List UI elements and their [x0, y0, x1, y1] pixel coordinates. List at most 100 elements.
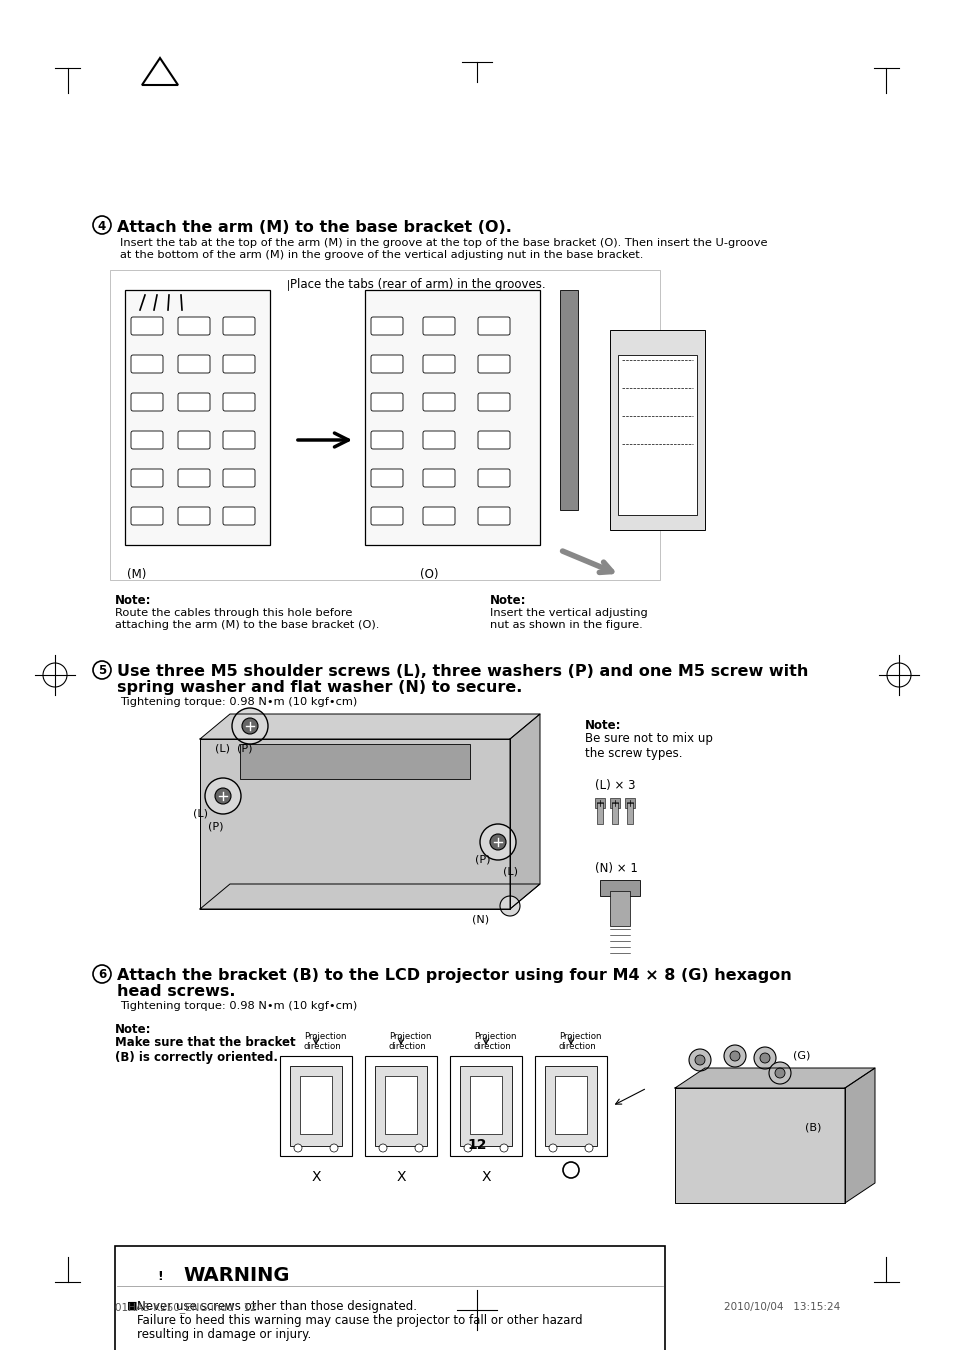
FancyBboxPatch shape: [477, 355, 510, 373]
Bar: [609, 891, 629, 926]
Polygon shape: [200, 714, 539, 738]
Circle shape: [463, 1143, 472, 1152]
Text: Route the cables through this hole before
attaching the arm (M) to the base brac: Route the cables through this hole befor…: [115, 608, 379, 629]
Text: Note:: Note:: [490, 594, 526, 608]
FancyBboxPatch shape: [422, 393, 455, 410]
Bar: [544, 1066, 597, 1146]
FancyBboxPatch shape: [371, 431, 402, 450]
Text: 01HAS-K250_ENG.indd   12: 01HAS-K250_ENG.indd 12: [115, 1301, 256, 1314]
Circle shape: [548, 1143, 557, 1152]
Text: Note:: Note:: [115, 1023, 152, 1035]
Circle shape: [499, 896, 519, 917]
FancyBboxPatch shape: [223, 431, 254, 450]
FancyBboxPatch shape: [131, 317, 163, 335]
Text: 2010/10/04   13:15:24: 2010/10/04 13:15:24: [723, 1301, 840, 1312]
Polygon shape: [510, 714, 539, 909]
FancyBboxPatch shape: [178, 431, 210, 450]
Circle shape: [294, 1143, 302, 1152]
Text: Note:: Note:: [584, 720, 620, 732]
Circle shape: [242, 718, 257, 734]
Circle shape: [688, 1049, 710, 1071]
Text: !: !: [157, 1269, 163, 1282]
Bar: [240, 744, 470, 779]
Text: Use three M5 shoulder screws (L), three washers (P) and one M5 screw with: Use three M5 shoulder screws (L), three …: [117, 664, 807, 679]
FancyBboxPatch shape: [223, 393, 254, 410]
Circle shape: [499, 1143, 507, 1152]
Bar: [375, 1066, 427, 1146]
FancyBboxPatch shape: [131, 508, 163, 525]
FancyBboxPatch shape: [477, 393, 510, 410]
FancyBboxPatch shape: [371, 355, 402, 373]
Text: resulting in damage or injury.: resulting in damage or injury.: [137, 1328, 311, 1341]
Bar: [299, 1076, 332, 1134]
Text: 12: 12: [467, 1138, 486, 1152]
Polygon shape: [844, 1068, 874, 1203]
Text: Projection
direction: Projection direction: [474, 1031, 516, 1052]
Bar: [599, 880, 639, 896]
Circle shape: [214, 788, 231, 805]
FancyBboxPatch shape: [422, 468, 455, 487]
Text: Projection
direction: Projection direction: [558, 1031, 601, 1052]
Text: 4: 4: [98, 220, 106, 232]
Text: Never use screws other than those designated.: Never use screws other than those design…: [137, 1300, 416, 1314]
Bar: [470, 1076, 501, 1134]
Text: Failure to heed this warning may cause the projector to fall or other hazard: Failure to heed this warning may cause t…: [137, 1314, 582, 1327]
Text: Tightening torque: 0.98 N•m (10 kgf•cm): Tightening torque: 0.98 N•m (10 kgf•cm): [120, 697, 356, 707]
FancyBboxPatch shape: [371, 508, 402, 525]
Bar: [385, 1076, 416, 1134]
Text: Tightening torque: 0.98 N•m (10 kgf•cm): Tightening torque: 0.98 N•m (10 kgf•cm): [120, 1000, 356, 1011]
Text: 6: 6: [98, 968, 106, 981]
Text: X: X: [480, 1170, 490, 1184]
Text: Be sure not to mix up
the screw types.: Be sure not to mix up the screw types.: [584, 732, 712, 760]
Text: 5: 5: [98, 664, 106, 678]
Text: head screws.: head screws.: [117, 984, 235, 999]
Circle shape: [205, 778, 241, 814]
Text: Make sure that the bracket
(B) is correctly oriented.: Make sure that the bracket (B) is correc…: [115, 1035, 295, 1064]
Text: X: X: [311, 1170, 320, 1184]
FancyBboxPatch shape: [477, 508, 510, 525]
FancyBboxPatch shape: [371, 393, 402, 410]
Bar: [624, 798, 635, 809]
FancyBboxPatch shape: [131, 468, 163, 487]
FancyBboxPatch shape: [422, 355, 455, 373]
FancyBboxPatch shape: [131, 393, 163, 410]
Text: (G): (G): [792, 1050, 809, 1060]
FancyBboxPatch shape: [371, 468, 402, 487]
FancyBboxPatch shape: [477, 431, 510, 450]
FancyBboxPatch shape: [371, 317, 402, 335]
Circle shape: [768, 1062, 790, 1084]
Bar: [535, 1056, 606, 1156]
Bar: [115, 1246, 664, 1350]
Text: Projection
direction: Projection direction: [304, 1031, 346, 1052]
FancyBboxPatch shape: [422, 508, 455, 525]
Bar: [555, 1076, 586, 1134]
Circle shape: [330, 1143, 337, 1152]
Text: (B): (B): [804, 1123, 821, 1133]
Circle shape: [774, 1068, 784, 1079]
Circle shape: [232, 707, 268, 744]
FancyBboxPatch shape: [178, 468, 210, 487]
Text: Insert the tab at the top of the arm (M) in the groove at the top of the base br: Insert the tab at the top of the arm (M)…: [120, 238, 767, 259]
Polygon shape: [200, 738, 510, 909]
Text: Attach the bracket (B) to the LCD projector using four M4 × 8 (G) hexagon: Attach the bracket (B) to the LCD projec…: [117, 968, 791, 983]
Circle shape: [479, 824, 516, 860]
Circle shape: [584, 1143, 593, 1152]
Polygon shape: [200, 884, 539, 909]
FancyBboxPatch shape: [131, 431, 163, 450]
Circle shape: [753, 1048, 775, 1069]
Polygon shape: [142, 58, 178, 85]
FancyBboxPatch shape: [178, 355, 210, 373]
FancyBboxPatch shape: [178, 508, 210, 525]
Circle shape: [729, 1052, 740, 1061]
Bar: [559, 290, 578, 510]
Bar: [609, 798, 619, 809]
Text: (O): (O): [419, 568, 438, 580]
Text: (N): (N): [472, 914, 489, 923]
FancyBboxPatch shape: [422, 317, 455, 335]
Bar: [459, 1066, 512, 1146]
Circle shape: [695, 1054, 704, 1065]
Text: (P): (P): [208, 822, 223, 832]
Text: (M): (M): [127, 568, 146, 580]
Text: (L): (L): [193, 809, 208, 819]
Text: (L): (L): [502, 865, 517, 876]
